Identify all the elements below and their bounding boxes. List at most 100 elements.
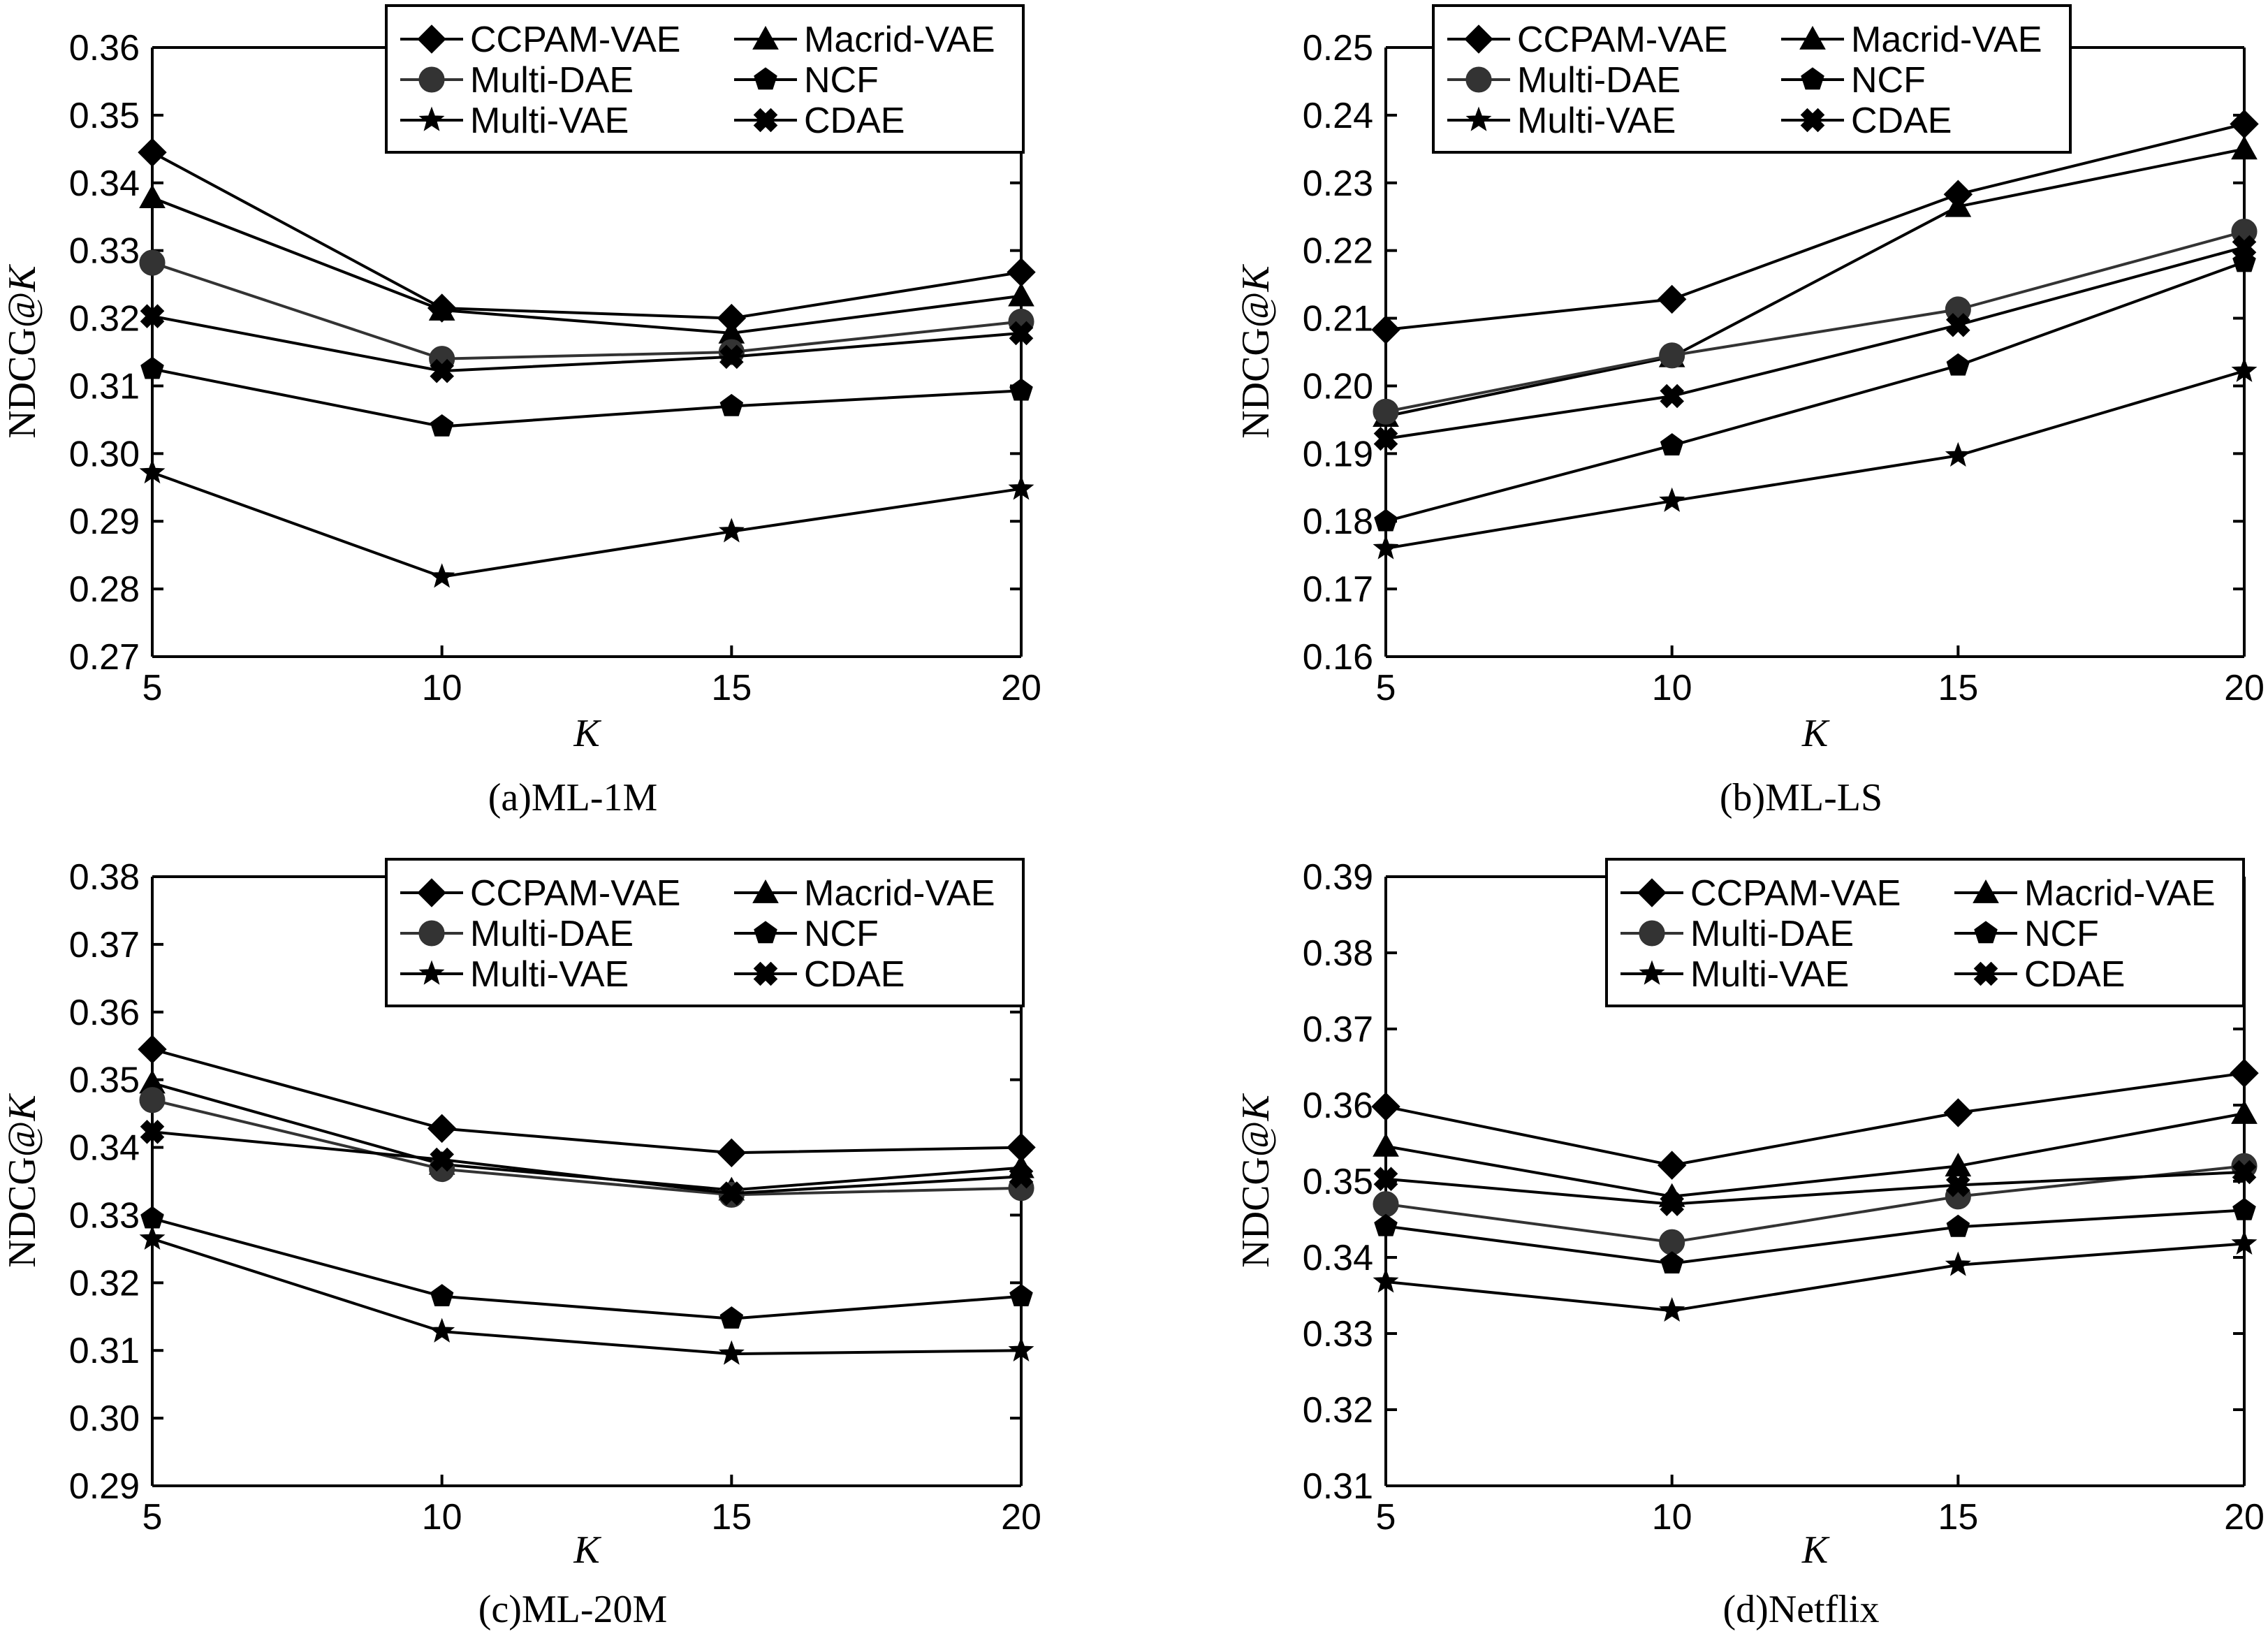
y-tick-label: 0.27 [69, 637, 140, 678]
chart-panel-1: 0.27 0.28 0.29 0.30 0.31 0.32 0.33 0.34 0.35 0.36… [1, 4, 1041, 819]
chart-panel-3: 0.29 0.30 0.31 0.32 0.33 0.34 0.35 0.36 0.37 0.38… [1, 857, 1041, 1631]
legend-marker-multi-vae [1639, 960, 1665, 985]
y-tick-label: 0.32 [69, 1263, 140, 1304]
data-point-ccpam-vae [427, 1113, 457, 1144]
data-point-ncf [719, 393, 744, 416]
legend-label: CDAE [1851, 101, 1952, 141]
legend-label: NCF [804, 914, 879, 954]
y-tick-label: 0.31 [69, 366, 140, 407]
data-point-cdae [2232, 1160, 2257, 1185]
legend-marker-macrid-vae [752, 879, 779, 903]
data-point-multi-vae [1659, 487, 1685, 512]
data-point-multi-dae [1373, 398, 1399, 425]
legend-label: Multi-DAE [470, 60, 634, 101]
data-point-ncf [1946, 1214, 1970, 1237]
data-point-cdae [1945, 312, 1970, 337]
data-point-multi-vae [1945, 1251, 1971, 1276]
data-point-multi-vae [718, 1340, 745, 1365]
legend-marker-macrid-vae [1799, 25, 1826, 50]
y-tick-label: 0.33 [69, 231, 140, 272]
y-tick-label: 0.38 [1303, 933, 1373, 974]
data-point-cdae [1660, 1192, 1685, 1217]
data-point-macrid-vae [428, 296, 455, 321]
data-point-multi-vae [1945, 441, 1971, 467]
x-tick-label: 10 [1652, 1497, 1692, 1538]
data-point-ncf [1009, 1284, 1033, 1306]
series-line-cdae [1385, 245, 2245, 440]
y-tick-label: 0.25 [1303, 28, 1373, 68]
series-line-multi-vae [152, 471, 1022, 578]
data-point-macrid-vae [1373, 1132, 1399, 1157]
data-point-ncf [1660, 433, 1684, 455]
legend-marker-cdae [753, 961, 778, 986]
legend-box [1432, 4, 2072, 154]
chart-panel-2: 0.16 0.17 0.18 0.19 0.20 0.21 0.22 0.23 0.24 0.25… [1234, 4, 2265, 819]
data-point-cdae [1009, 1164, 1034, 1189]
legend-marker-cdae [1800, 108, 1825, 133]
series-line-macrid-vae [152, 196, 1022, 335]
legend-label: CDAE [804, 954, 905, 995]
chart-caption: (a)ML-1M [488, 776, 658, 819]
legend-marker-ccpam-vae [417, 878, 446, 907]
legend-marker-multi-dae [418, 920, 445, 947]
data-point-ncf [1374, 509, 1398, 532]
data-point-ncf [140, 1206, 164, 1229]
legend-marker-ncf [754, 921, 777, 944]
data-point-ncf [1374, 1213, 1398, 1236]
legend-label: Multi-VAE [470, 954, 629, 995]
y-tick-label: 0.22 [1303, 231, 1373, 272]
x-tick-label: 15 [711, 1497, 752, 1538]
data-point-cdae [430, 1147, 455, 1172]
series-line-cdae [1385, 1170, 2245, 1206]
legend-box [1605, 858, 2245, 1007]
data-point-cdae [1660, 384, 1685, 409]
legend: CCPAM-VAE Macrid-VAE Multi-DAE NCF Multi-VAE… [1432, 4, 2072, 154]
y-tick-label: 0.16 [1303, 637, 1373, 678]
data-point-cdae [1009, 321, 1034, 346]
data-point-multi-vae [429, 1317, 455, 1343]
y-tick-label: 0.24 [1303, 96, 1373, 136]
series-line-multi-dae [152, 1098, 1022, 1197]
data-point-ccpam-vae [1007, 257, 1036, 287]
data-point-cdae [1373, 1167, 1398, 1192]
legend-label: CCPAM-VAE [1517, 20, 1727, 60]
y-tick-label: 0.30 [69, 434, 140, 474]
x-tick-label: 15 [1938, 1497, 1978, 1538]
series-line-macrid-vae [152, 1081, 1022, 1192]
y-tick-label: 0.35 [1303, 1162, 1373, 1202]
data-point-cdae [719, 1181, 744, 1206]
y-tick-label: 0.33 [1303, 1314, 1373, 1354]
y-tick-label: 0.35 [69, 96, 140, 136]
y-tick-label: 0.31 [69, 1331, 140, 1371]
y-tick-label: 0.21 [1303, 299, 1373, 339]
data-point-cdae [1373, 426, 1398, 451]
chart-caption: (b)ML-LS [1720, 776, 1882, 819]
data-point-multi-vae [2231, 1229, 2258, 1255]
data-point-macrid-vae [2231, 136, 2258, 160]
y-tick-label: 0.35 [69, 1060, 140, 1101]
x-tick-label: 5 [142, 1497, 163, 1538]
chart-caption: (d)Netflix [1723, 1588, 1880, 1631]
y-tick-label: 0.17 [1303, 569, 1373, 610]
series-line-multi-vae [1385, 370, 2245, 550]
series-line-ncf [1385, 1208, 2245, 1265]
data-point-ccpam-vae [717, 1138, 747, 1168]
series-line-ccpam-vae [152, 151, 1022, 320]
x-tick-label: 15 [1938, 668, 1978, 708]
x-tick-label: 20 [2224, 668, 2265, 708]
data-point-multi-dae [1659, 342, 1685, 369]
series-line-multi-dae [152, 261, 1022, 360]
legend-marker-multi-dae [1639, 920, 1665, 947]
data-point-multi-dae [1659, 1229, 1685, 1255]
series-line-multi-dae [1385, 230, 2245, 414]
y-tick-label: 0.31 [1303, 1466, 1373, 1507]
x-tick-label: 5 [1376, 668, 1396, 708]
x-tick-label: 5 [142, 668, 163, 708]
legend-label: Multi-DAE [1690, 914, 1854, 954]
legend-marker-ncf [1801, 67, 1824, 90]
legend-label: Macrid-VAE [804, 873, 995, 914]
data-point-ncf [140, 356, 164, 379]
y-tick-label: 0.32 [1303, 1390, 1373, 1431]
series-line-multi-dae [1385, 1164, 2245, 1244]
data-point-macrid-vae [2231, 1100, 2258, 1124]
